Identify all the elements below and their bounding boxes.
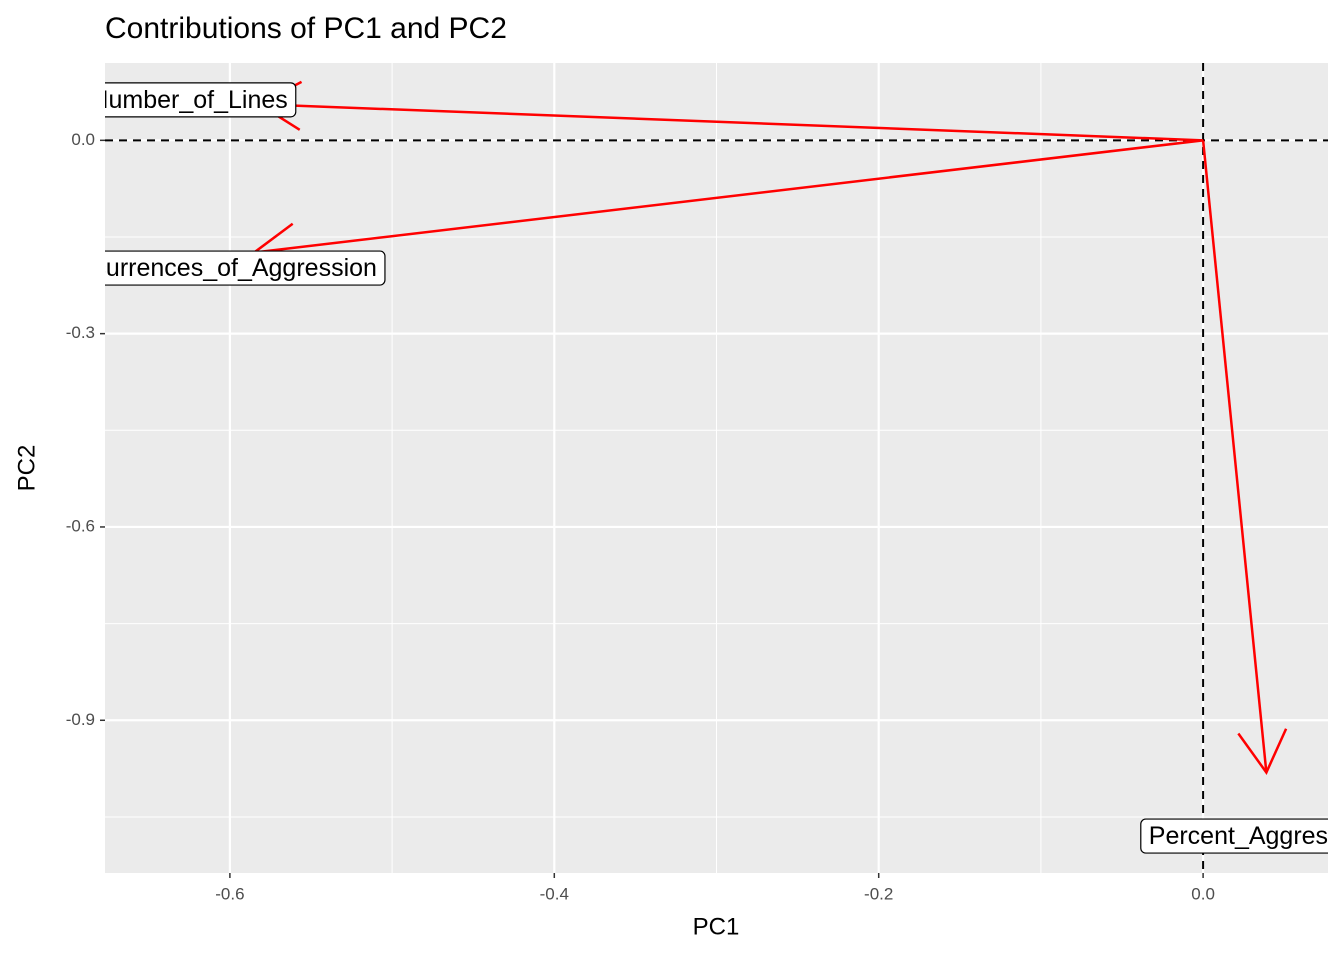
- x-tick-label: -0.4: [540, 884, 569, 903]
- arrow: [259, 102, 1204, 142]
- plot-area: Number_of_Lines Occurrences_of_Aggression…: [61, 63, 1344, 873]
- label-text: Occurrences_of_Aggression: [61, 254, 376, 282]
- arrow: [254, 139, 1204, 254]
- label-box: [1140, 818, 1328, 854]
- y-tick-label: 0.0: [71, 130, 95, 149]
- variable-label: Percent_Aggression: [1140, 818, 1344, 854]
- x-tick-label: 0.0: [1191, 884, 1215, 903]
- y-axis-title: PC2: [13, 445, 40, 492]
- x-axis-title: PC1: [693, 913, 740, 940]
- label-text: Percent_Aggression: [1149, 822, 1344, 850]
- chart-title: Contributions of PC1 and PC2: [105, 12, 507, 45]
- y-tick-label: -0.9: [66, 710, 95, 729]
- variable-label: Number_of_Lines: [90, 82, 297, 118]
- x-tick-label: -0.2: [864, 884, 893, 903]
- x-tick-label: -0.6: [215, 884, 244, 903]
- variable-label: Occurrences_of_Aggression: [61, 250, 386, 286]
- arrow: [1201, 140, 1268, 773]
- arrow-head: [1237, 728, 1288, 775]
- label-box: [105, 82, 297, 118]
- y-tick-label: -0.6: [66, 516, 95, 535]
- y-tick-label: -0.3: [66, 323, 95, 342]
- label-text: Number_of_Lines: [90, 86, 287, 114]
- label-box: [105, 250, 386, 286]
